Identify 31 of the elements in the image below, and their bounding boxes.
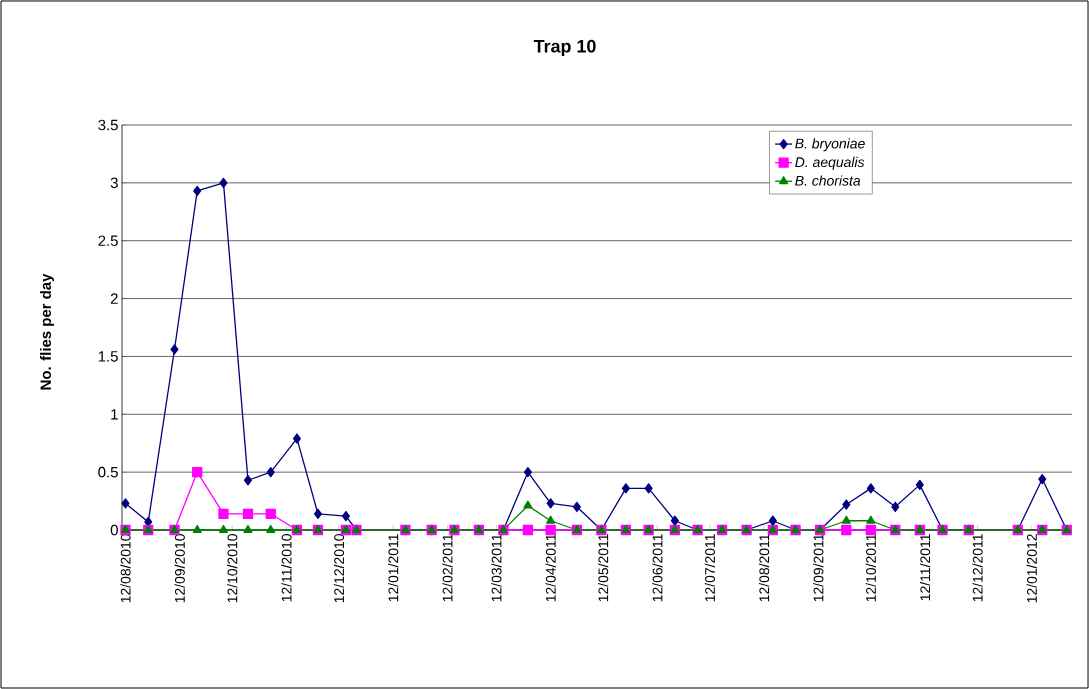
x-tick-label: 12/01/2011 xyxy=(388,534,399,602)
x-tick-label: 12/07/2011 xyxy=(704,534,715,602)
y-tick-label: 3.5 xyxy=(98,119,118,131)
x-tick-label: 12/11/2010 xyxy=(281,534,292,602)
x-tick-label: 12/08/2011 xyxy=(758,534,770,602)
x-tick-label: 12/09/2010 xyxy=(174,534,185,603)
x-tick-label: 12/09/2011 xyxy=(813,534,824,602)
y-tick-label: 2.5 xyxy=(98,235,118,246)
y-tick-label: 0 xyxy=(110,524,118,536)
x-tick-label: 12/05/2011 xyxy=(598,534,609,602)
legend-label: B. chorista xyxy=(795,175,861,186)
y-tick-label: 1 xyxy=(111,409,118,420)
x-tick-label: 12/10/2011 xyxy=(865,534,876,602)
legend-label: B. bryoniae xyxy=(795,138,865,152)
x-tick-label: 12/06/2011 xyxy=(652,534,663,602)
x-tick-label: 12/12/2010 xyxy=(333,534,345,603)
y-tick-label: 2 xyxy=(110,293,118,304)
y-tick-label: 0.5 xyxy=(98,466,118,478)
x-tick-label: 12/12/2011 xyxy=(972,534,983,602)
y-tick-label: 1.5 xyxy=(98,351,118,362)
x-tick-label: 12/01/2012 xyxy=(1026,534,1037,603)
x-tick-label: 12/08/2010 xyxy=(120,534,131,603)
x-tick-label: 12/02/2011 xyxy=(442,534,453,602)
chart-title: Trap 10 xyxy=(533,39,596,57)
x-tick-label: 12/04/2011 xyxy=(545,534,556,602)
y-axis-title: No. flies per day xyxy=(40,273,54,390)
y-tick-label: 3 xyxy=(110,177,118,189)
legend-label: D. aequalis xyxy=(795,156,865,170)
x-tick-label: 12/11/2011 xyxy=(919,534,931,601)
x-tick-label: 12/03/2011 xyxy=(491,534,502,602)
x-tick-label: 12/10/2010 xyxy=(227,534,238,603)
